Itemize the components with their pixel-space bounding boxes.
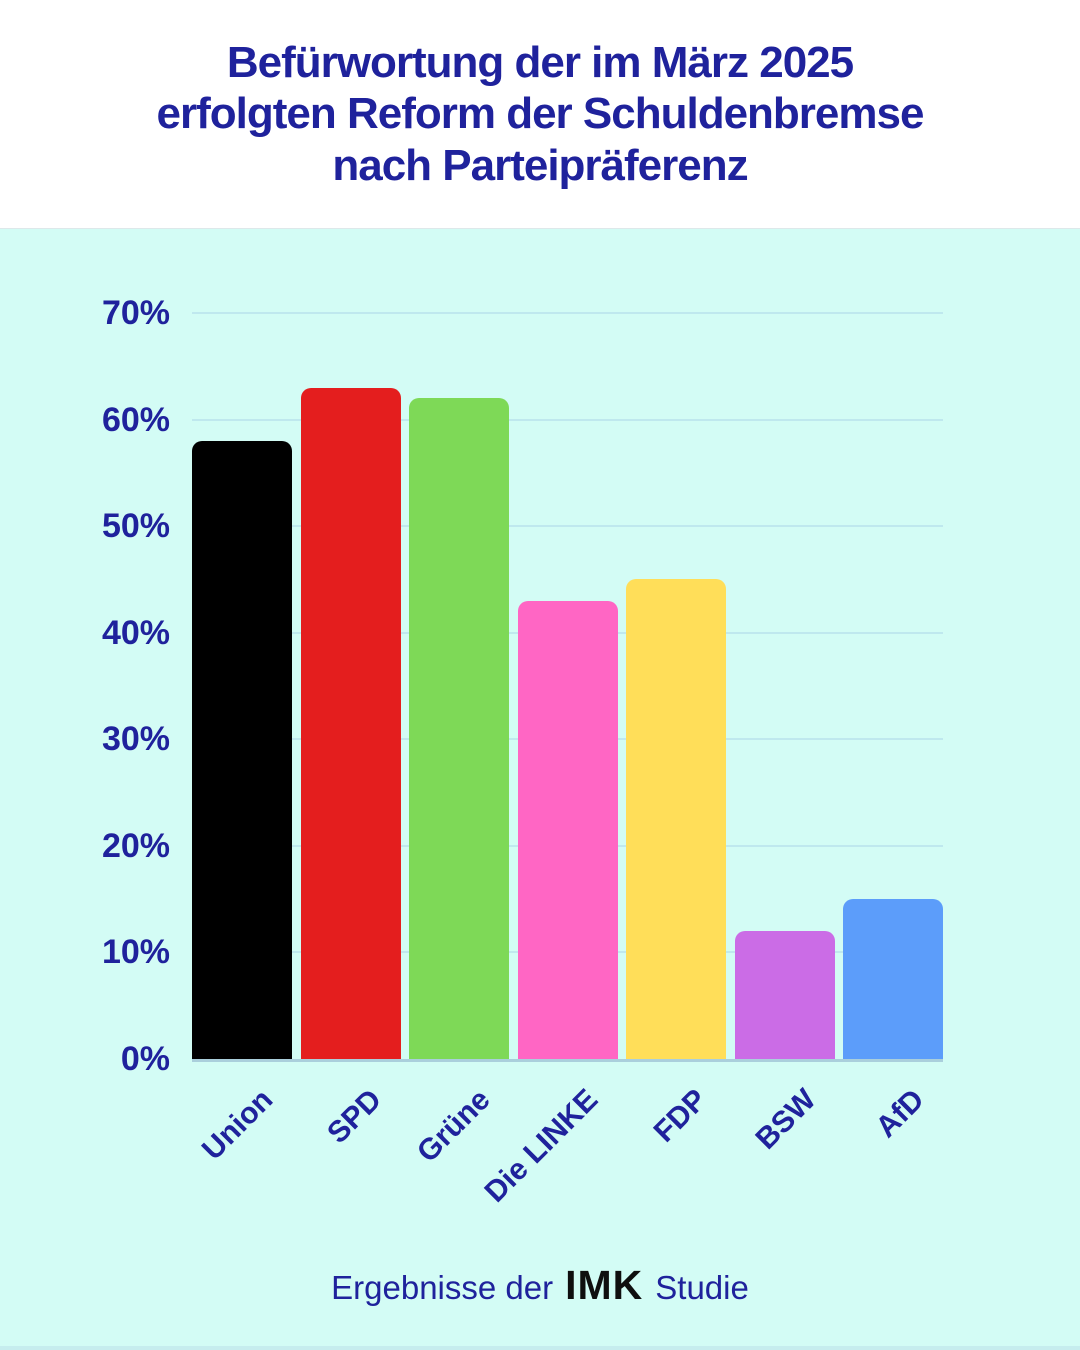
y-tick-label-20: 20% <box>101 826 170 865</box>
x-label-bsw: BSW <box>749 1083 822 1156</box>
gridline-50 <box>192 525 943 528</box>
chart-title-line-1: Befürwortung der im März 2025 <box>226 38 854 88</box>
chart-title-line-3: nach Parteipräferenz <box>332 140 748 190</box>
y-tick-label-0: 0% <box>120 1040 170 1078</box>
gridline-70 <box>192 312 943 314</box>
bar-bsw <box>734 931 835 1059</box>
x-label-spd: SPD <box>320 1083 388 1150</box>
x-axis-line <box>192 1059 943 1062</box>
bar-die-linke <box>517 600 618 1059</box>
source-caption: Ergebnisse der IMK Studie <box>0 1262 1080 1309</box>
y-tick-label-40: 40% <box>101 613 170 652</box>
bar-fdp <box>626 579 726 1059</box>
bar-spd <box>300 387 401 1059</box>
bar-grüne <box>409 398 509 1059</box>
y-tick-label-30: 30% <box>101 720 170 759</box>
title-block: Befürwortung der im März 2025 erfolgten … <box>0 0 1080 229</box>
gridline-60 <box>192 418 943 421</box>
x-label-union: Union <box>195 1083 280 1167</box>
imk-wordmark: IMK <box>565 1262 644 1308</box>
chart-title: Befürwortung der im März 2025 erfolgten … <box>156 37 925 190</box>
x-label-grüne: Grüne <box>410 1083 497 1169</box>
bar-afd <box>843 899 943 1059</box>
y-tick-label-50: 50% <box>101 507 170 546</box>
y-tick-label-10: 10% <box>101 933 170 972</box>
x-label-fdp: FDP <box>647 1083 714 1149</box>
bar-union <box>192 440 292 1059</box>
caption-prefix: Ergebnisse der <box>331 1269 554 1306</box>
x-label-afd: AfD <box>869 1083 931 1145</box>
bottom-edge-strip <box>0 1346 1080 1350</box>
x-label-die-linke: Die LINKE <box>478 1083 605 1209</box>
chart-title-line-2: erfolgten Reform der Schuldenbremse <box>156 89 925 139</box>
y-tick-label-60: 60% <box>101 400 170 439</box>
y-tick-label-70: 70% <box>101 294 170 332</box>
caption-suffix: Studie <box>655 1269 749 1306</box>
